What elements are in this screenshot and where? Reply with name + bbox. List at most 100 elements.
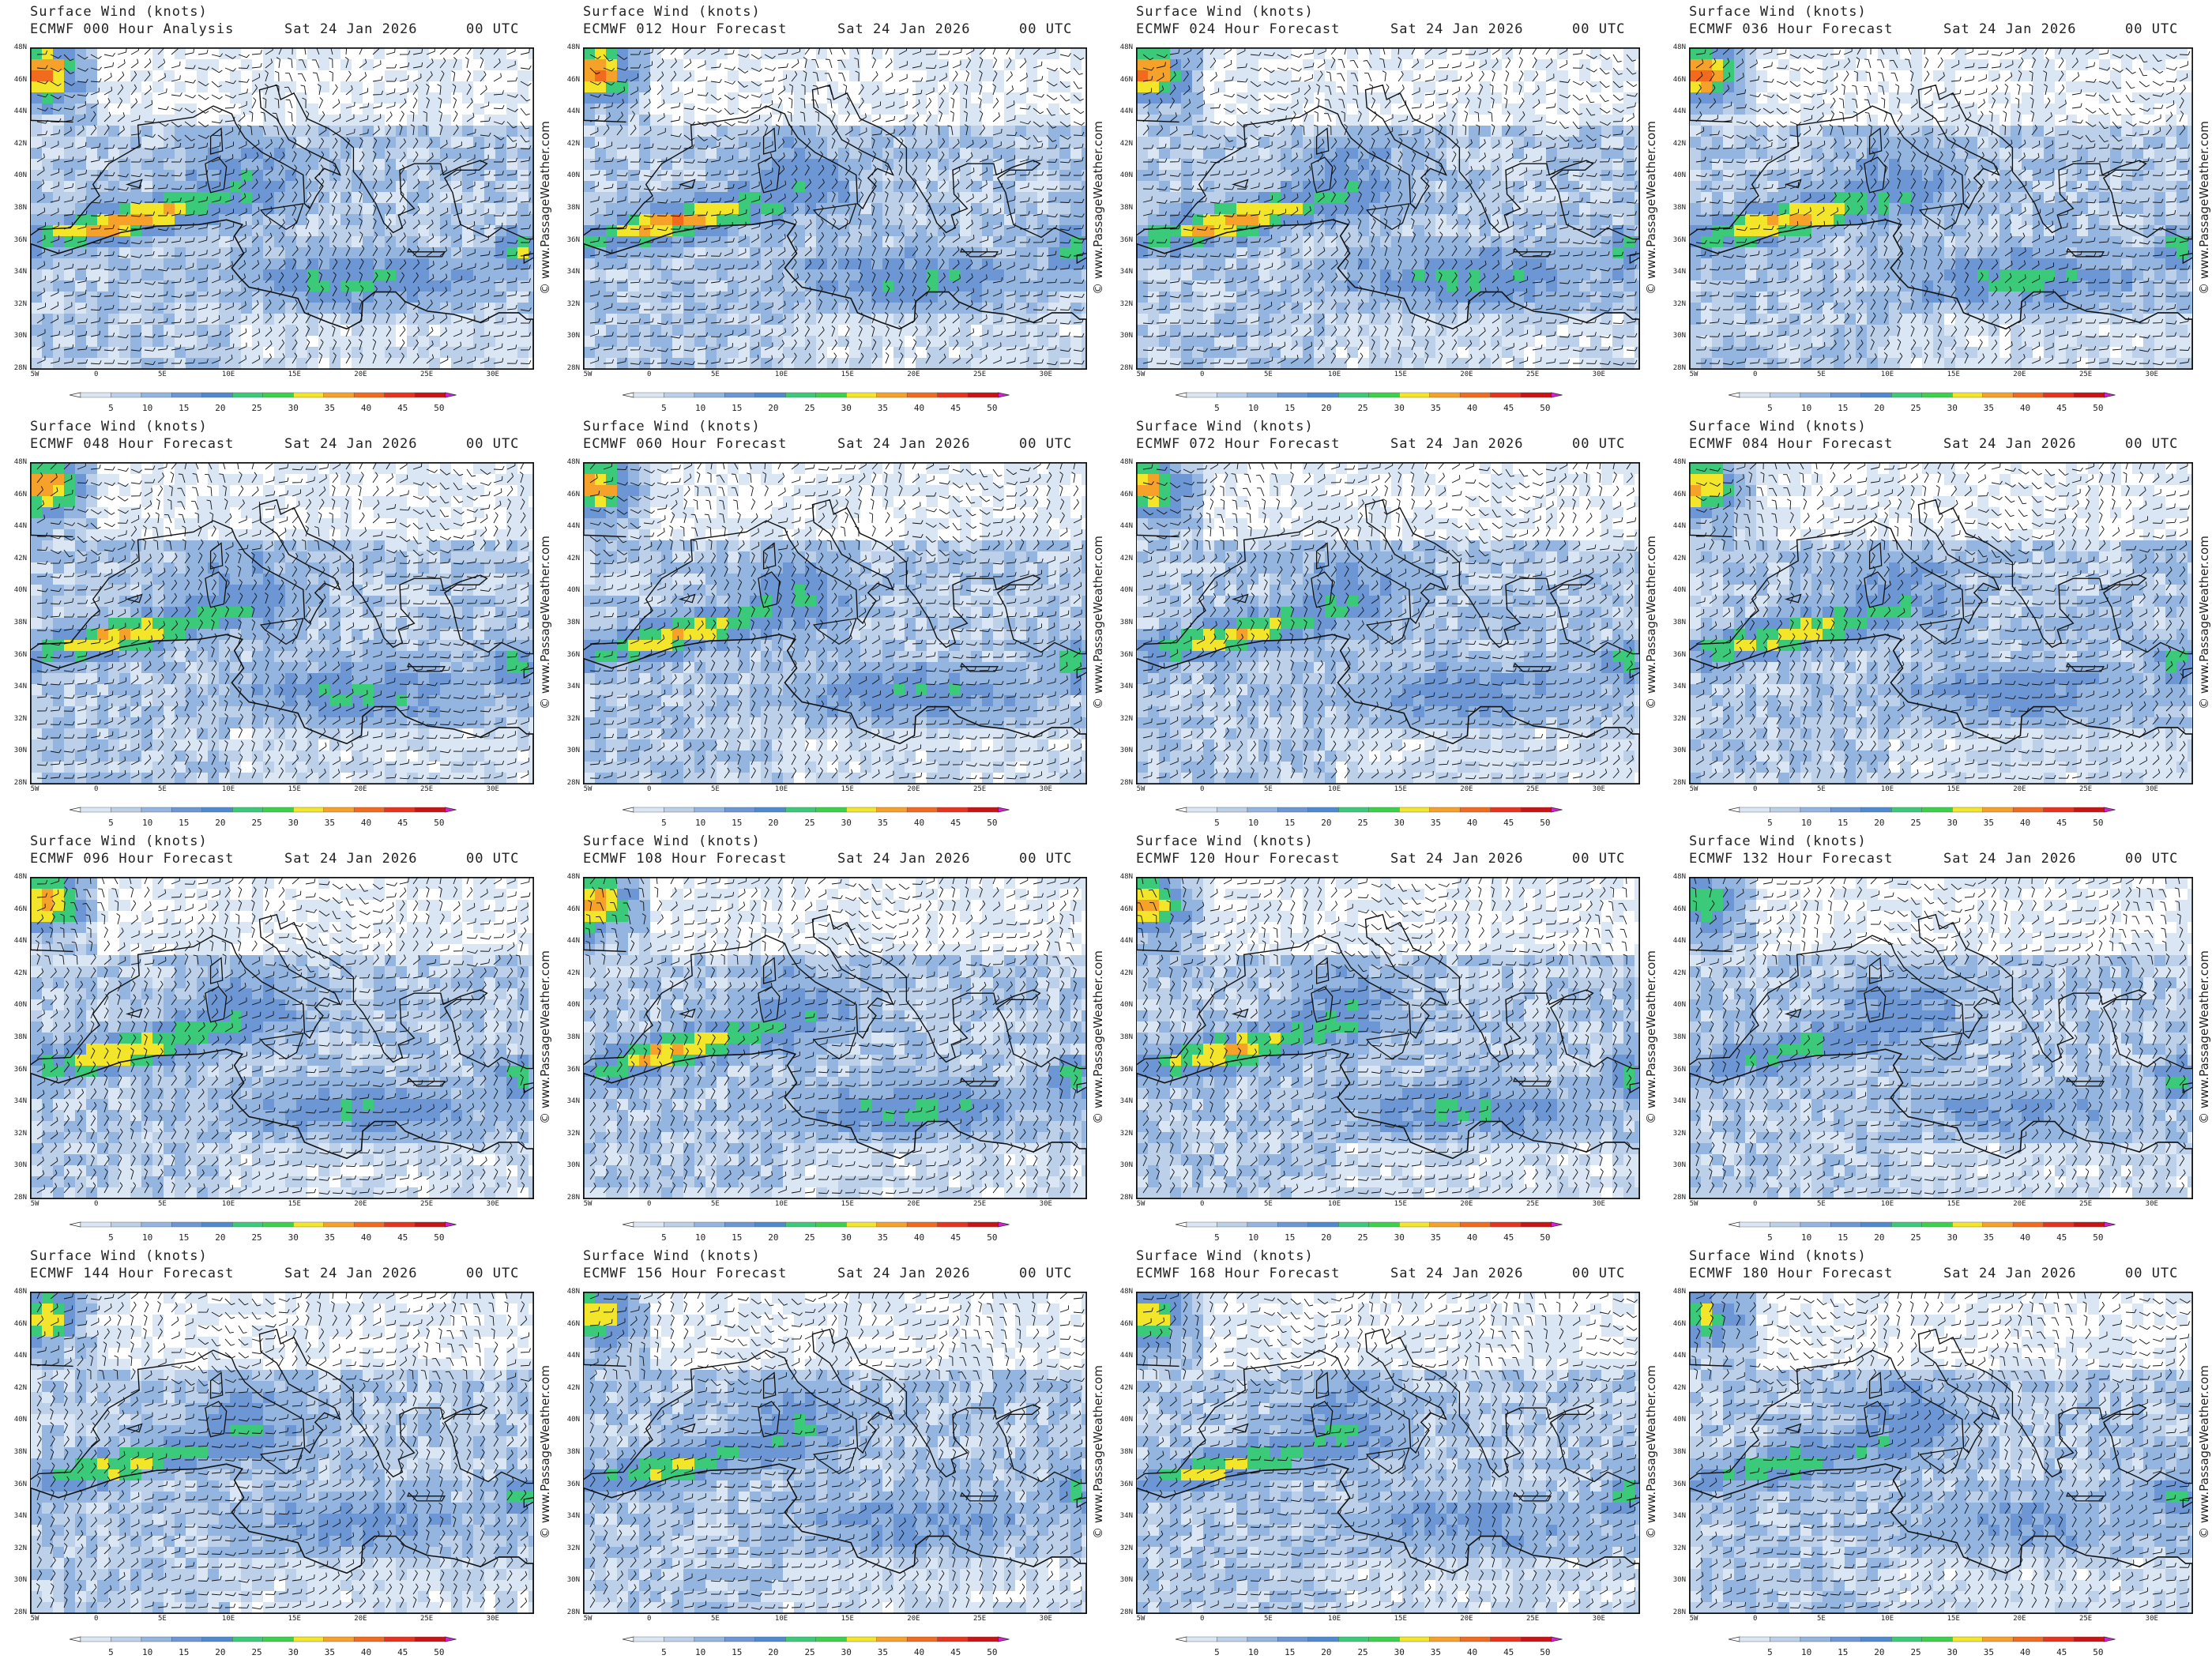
wind-map[interactable]: [1136, 877, 1640, 1199]
wind-map[interactable]: [583, 877, 1087, 1199]
latitude-label: 34N: [1668, 1512, 1686, 1520]
colorbar-label: 40: [361, 1647, 371, 1657]
forecast-panel: Surface Wind (knots) ECMWF 024 Hour Forec…: [1106, 0, 1659, 415]
wind-map[interactable]: [30, 462, 534, 784]
valid-date: Sat 24 Jan 2026: [1390, 1266, 1524, 1281]
colorbar-label: 15: [1285, 818, 1295, 828]
colorbar-label: 5: [1214, 403, 1220, 413]
colorbar-label: 15: [732, 818, 742, 828]
colorbar-label: 25: [251, 1232, 261, 1243]
colorbar-label: 10: [1801, 1647, 1811, 1657]
colorbar-segment: [414, 1221, 446, 1228]
colorbar-segment: [1490, 807, 1522, 813]
latitude-label: 30N: [562, 1161, 580, 1169]
colorbar-segment: [1459, 1636, 1491, 1642]
longitude-label: 25E: [1526, 785, 1539, 793]
wind-map[interactable]: [1689, 877, 2193, 1199]
wind-map[interactable]: [1136, 1292, 1640, 1614]
colorbar-label: 5: [1767, 1232, 1773, 1243]
wind-map[interactable]: [30, 47, 534, 370]
latitude-label: 48N: [562, 43, 580, 51]
longitude-label: 25E: [973, 785, 986, 793]
colorbar-label: 35: [325, 1647, 335, 1657]
wind-barbs: [589, 48, 1085, 366]
latitude-label: 32N: [1668, 1544, 1686, 1552]
colorbar-segment: [2043, 807, 2075, 813]
colorbar-segment: [353, 1636, 385, 1642]
valid-date: Sat 24 Jan 2026: [1943, 436, 2077, 452]
colorbar-segment: [323, 1636, 355, 1642]
longitude-label: 5E: [711, 785, 720, 793]
colorbar-label: 35: [1984, 1232, 1994, 1243]
latitude-label: 40N: [562, 171, 580, 179]
latitude-label: 28N: [562, 1194, 580, 1202]
valid-time: 00 UTC: [1019, 851, 1072, 867]
latitude-label: 40N: [1668, 586, 1686, 594]
latitude-label: 38N: [9, 1448, 27, 1456]
colorbar-label: 10: [1248, 818, 1258, 828]
wind-map[interactable]: [583, 47, 1087, 370]
latitude-label: 44N: [1668, 107, 1686, 115]
credit-watermark: © www.PassageWeather.com: [1090, 877, 1106, 1198]
colorbar-label: 25: [1910, 1647, 1920, 1657]
colorbar-segment: [111, 1636, 142, 1642]
latitude-label: 38N: [9, 1033, 27, 1041]
colorbar-label: 40: [914, 1647, 924, 1657]
longitude-label: 5E: [1817, 371, 1826, 378]
colorbar-segment: [664, 392, 695, 398]
latitude-label: 48N: [562, 458, 580, 466]
wind-map[interactable]: [1136, 47, 1640, 370]
colorbar-label: 5: [661, 1232, 667, 1243]
longitude-label: 0: [647, 785, 651, 793]
wind-field-svg: [584, 1292, 1086, 1613]
colorbar-over-arrow: [2104, 1221, 2116, 1228]
longitude-label: 20E: [2013, 371, 2026, 378]
wind-map[interactable]: [1689, 462, 2193, 784]
latitude-label: 36N: [1668, 651, 1686, 659]
colorbar-under-arrow: [623, 807, 634, 813]
valid-time: 00 UTC: [2125, 21, 2178, 37]
colorbar-segment: [1429, 1221, 1461, 1228]
colorbar-segment: [1277, 392, 1309, 398]
latitude-label: 38N: [1115, 1033, 1133, 1041]
latitude-label: 46N: [1115, 76, 1133, 84]
longitude-label: 5W: [1690, 1615, 1698, 1623]
colorbar-segment: [293, 392, 324, 398]
wind-speed-colorbar: [623, 392, 1033, 404]
wind-map[interactable]: [30, 877, 534, 1199]
colorbar-segment: [1338, 1221, 1369, 1228]
valid-date: Sat 24 Jan 2026: [284, 1266, 418, 1281]
wind-map[interactable]: [583, 462, 1087, 784]
wind-map[interactable]: [583, 1292, 1087, 1614]
longitude-label: 0: [647, 371, 651, 378]
colorbar-segment: [353, 392, 385, 398]
colorbar-under-arrow: [70, 807, 81, 813]
colorbar-label: 50: [1540, 1647, 1550, 1657]
wind-map[interactable]: [1689, 1292, 2193, 1614]
wind-barbs: [36, 48, 532, 366]
latitude-label: 46N: [1668, 491, 1686, 498]
colorbar-segment: [846, 392, 877, 398]
wind-barbs: [1139, 1292, 1638, 1610]
valid-date: Sat 24 Jan 2026: [837, 1266, 971, 1281]
colorbar-segment: [1891, 392, 1922, 398]
wind-map[interactable]: [30, 1292, 534, 1614]
colorbar-segment: [906, 1221, 938, 1228]
longitude-label: 10E: [222, 371, 235, 378]
panel-title: Surface Wind (knots): [583, 833, 761, 849]
colorbar-segment: [2073, 807, 2105, 813]
colorbar-segment: [111, 1221, 142, 1228]
wind-map[interactable]: [1136, 462, 1640, 784]
colorbar-segment: [1952, 392, 1983, 398]
longitude-label: 30E: [2146, 785, 2158, 793]
colorbar-label: 15: [732, 403, 742, 413]
latitude-label: 46N: [1115, 491, 1133, 498]
longitude-label: 10E: [1881, 1200, 1894, 1208]
wind-speed-colorbar: [70, 392, 480, 404]
colorbar-segment: [1459, 1221, 1491, 1228]
colorbar-over-arrow: [2104, 807, 2116, 813]
wind-map[interactable]: [1689, 47, 2193, 370]
latitude-label: 48N: [1115, 1288, 1133, 1296]
colorbar-label: 35: [1431, 1232, 1441, 1243]
colorbar-label: 5: [1767, 403, 1773, 413]
